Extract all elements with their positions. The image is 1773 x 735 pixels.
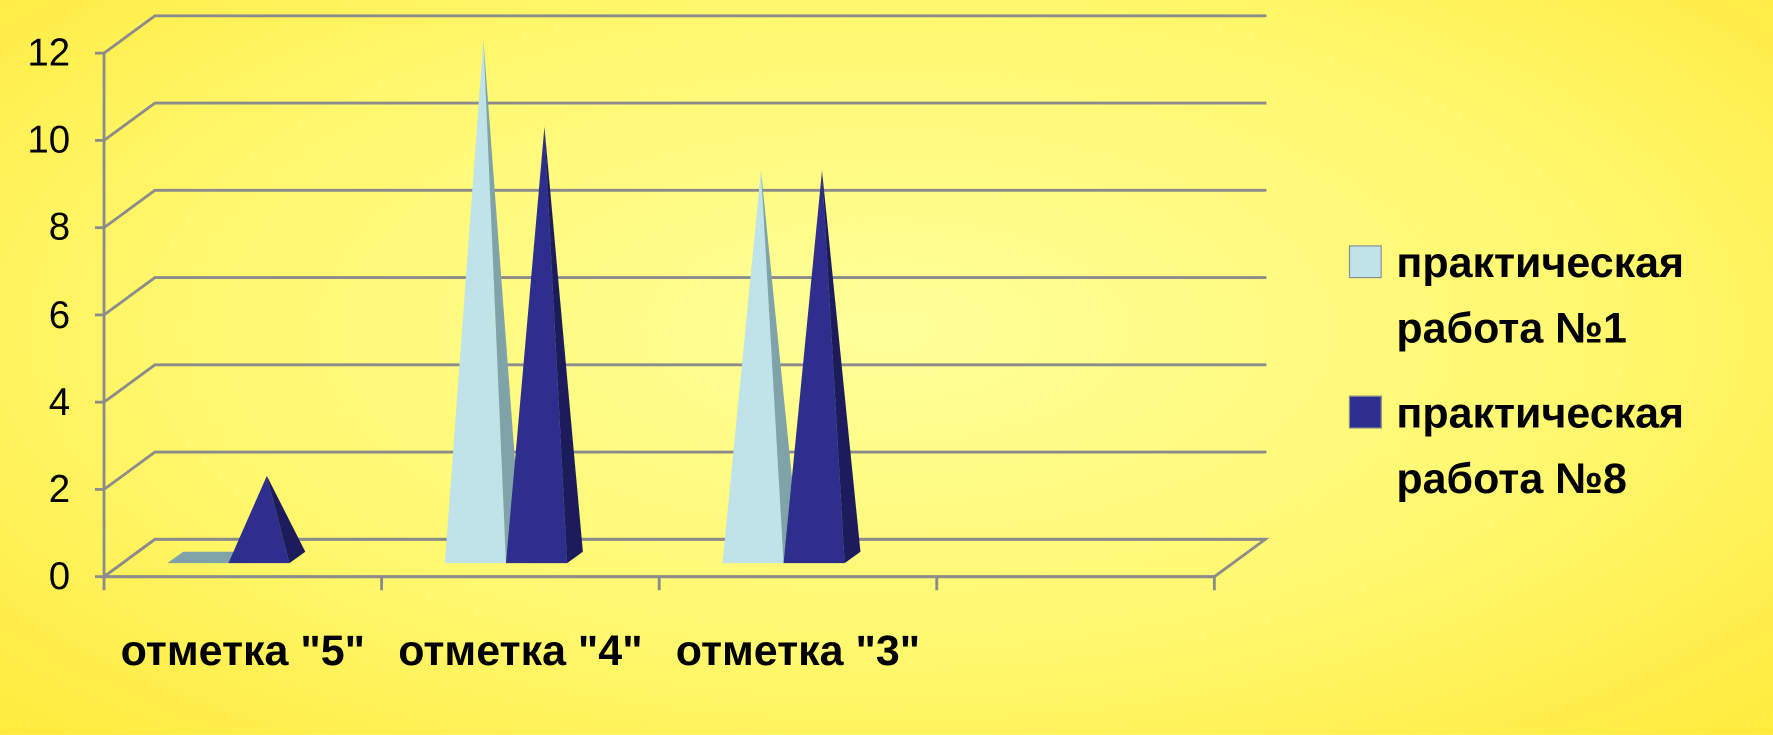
legend-label: практическая работа №1 (1396, 239, 1685, 353)
y-tick-label: 2 (48, 467, 71, 511)
legend-swatch (1348, 245, 1382, 279)
pyramid-side (822, 170, 861, 564)
pyramid-side (544, 126, 583, 564)
grid-line (103, 276, 1267, 317)
y-tick-label: 0 (48, 555, 71, 599)
legend-swatch (1348, 395, 1382, 429)
grid-line (103, 450, 1267, 491)
pyramid (228, 475, 290, 564)
pyramid-side (760, 170, 800, 564)
pyramid-side (266, 475, 306, 564)
grid-line (103, 188, 1267, 229)
pyramid (505, 126, 568, 564)
y-tick-label: 12 (27, 31, 71, 75)
pyramid-side (483, 39, 522, 564)
x-tick-label: отметка "5" (120, 627, 365, 676)
x-tick-label: отметка "3" (675, 627, 921, 676)
y-tick-label: 8 (48, 206, 71, 250)
pyramid (167, 551, 245, 564)
pyramid (783, 170, 845, 564)
pyramid (444, 39, 506, 564)
legend-label: практическая работа №8 (1396, 390, 1685, 504)
grid-line (103, 537, 1267, 578)
y-tick-label: 6 (48, 293, 71, 337)
y-tick-label: 10 (27, 118, 71, 162)
grid-line (103, 14, 1267, 55)
y-tick-label: 4 (48, 380, 71, 424)
grid-line (103, 363, 1267, 404)
grid-line (103, 101, 1267, 142)
pyramid (722, 170, 784, 564)
x-tick-label: отметка "4" (398, 627, 643, 676)
